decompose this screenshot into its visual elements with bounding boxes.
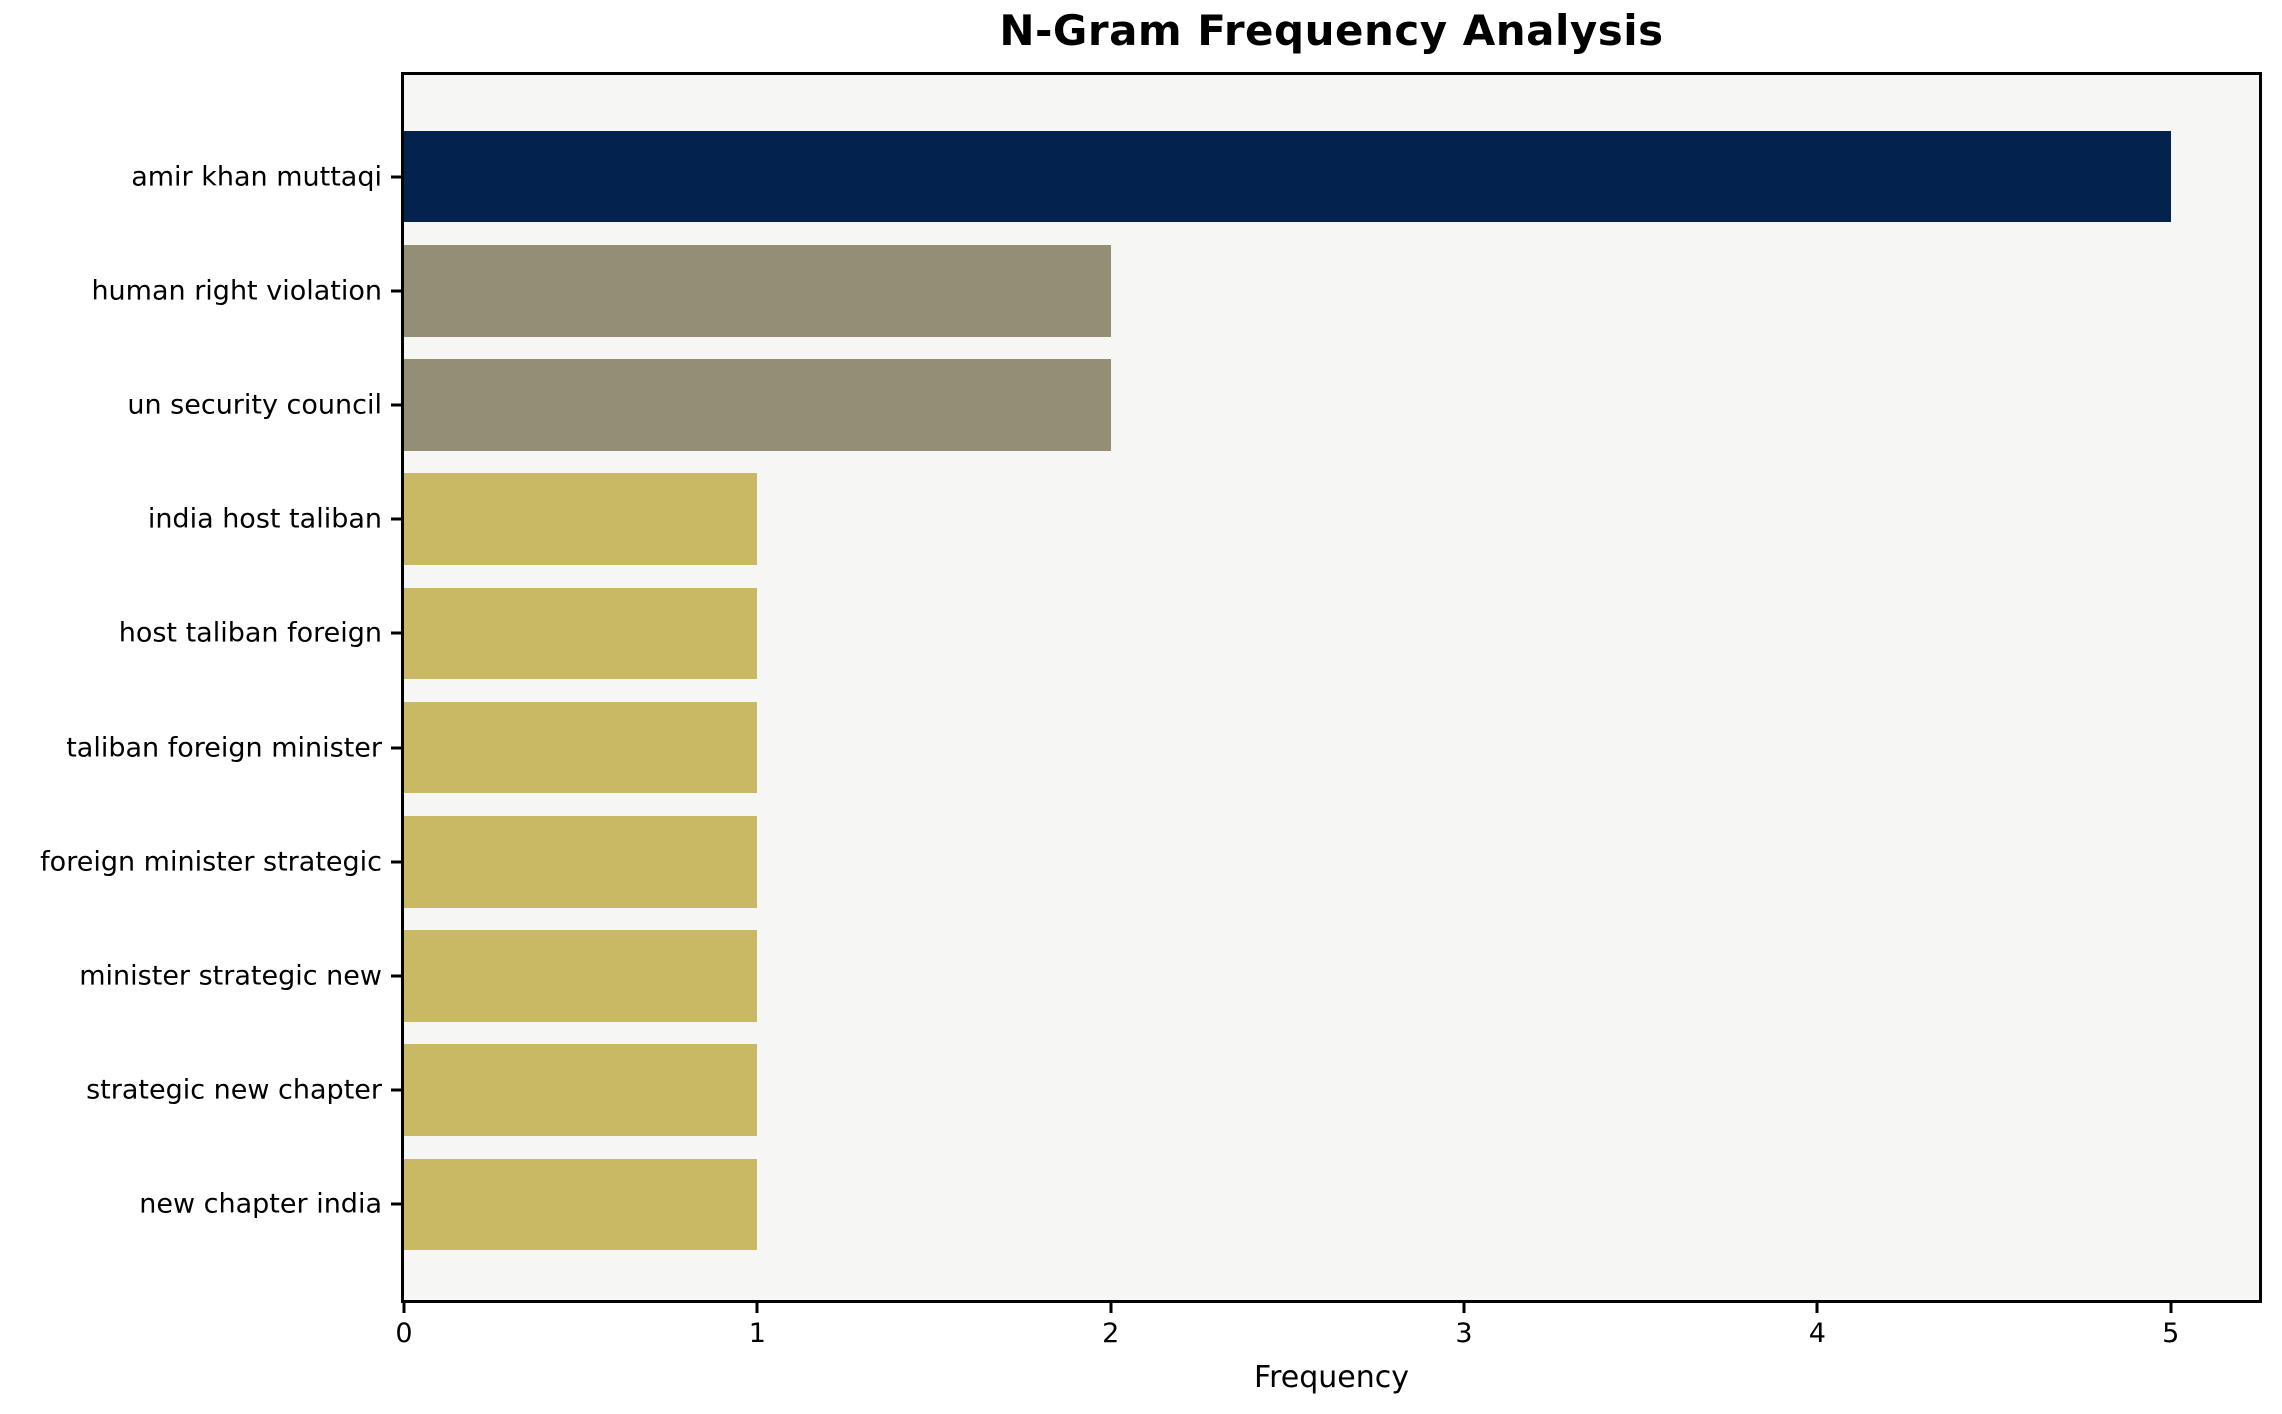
y-tick-label: human right violation: [91, 275, 382, 307]
bar-un-security-council: [404, 359, 1111, 451]
y-tick-label: un security council: [127, 389, 382, 421]
bar-human-right-violation: [404, 245, 1111, 337]
bar-row: [404, 816, 2259, 908]
y-tick-mark: [391, 517, 401, 521]
y-tick-mark: [391, 974, 401, 978]
x-tick-mark: [402, 1301, 406, 1313]
y-tick-mark: [391, 860, 401, 864]
x-axis-label: Frequency: [1254, 1360, 1409, 1395]
bar-taliban-foreign-minister: [404, 701, 758, 794]
y-tick-mark: [391, 1088, 401, 1092]
plot-area: amir khan muttaqi human right violation un…: [40, 72, 2262, 1347]
bar-row: [404, 130, 2259, 223]
bar-strategic-new-chapter: [404, 1044, 758, 1136]
bar-row: [404, 245, 2259, 337]
bar-row: [404, 930, 2259, 1022]
x-tick-label: 4: [1808, 1318, 1826, 1349]
y-tick-label: india host taliban: [147, 503, 382, 535]
x-tick-mark: [755, 1301, 759, 1313]
x-tick-mark: [1109, 1301, 1113, 1313]
y-tick-label: foreign minister strategic: [40, 846, 382, 878]
bar-minister-strategic-new: [404, 930, 758, 1022]
y-tick-label: host taliban foreign: [118, 617, 382, 649]
y-tick-label: minister strategic new: [79, 960, 382, 992]
x-tick-mark: [1815, 1301, 1819, 1313]
y-tick-mark: [391, 631, 401, 635]
bar-foreign-minister-strategic: [404, 816, 758, 908]
x-tick-label: 5: [2162, 1318, 2180, 1349]
x-tick-mark: [2169, 1301, 2173, 1313]
x-tick-label: 0: [395, 1318, 413, 1349]
y-tick-label: taliban foreign minister: [66, 732, 382, 764]
bar-amir-khan-muttaqi: [404, 130, 2171, 223]
y-tick-label: amir khan muttaqi: [131, 161, 382, 193]
bar-row: [404, 1158, 2259, 1251]
y-tick-mark: [391, 289, 401, 293]
y-tick-mark: [391, 746, 401, 750]
bar-new-chapter-india: [404, 1158, 758, 1251]
y-tick-mark: [391, 175, 401, 179]
y-tick-mark: [391, 403, 401, 407]
bar-row: [404, 1044, 2259, 1136]
chart-title: N-Gram Frequency Analysis: [999, 6, 1664, 55]
x-tick-label: 1: [748, 1318, 766, 1349]
x-tick-mark: [1462, 1301, 1466, 1313]
bar-host-taliban-foreign: [404, 587, 758, 680]
y-tick-mark: [391, 1202, 401, 1206]
x-tick-label: 3: [1455, 1318, 1473, 1349]
x-tick-label: 2: [1102, 1318, 1120, 1349]
bar-india-host-taliban: [404, 473, 758, 565]
bar-row: [404, 701, 2259, 794]
y-tick-label: new chapter india: [139, 1188, 382, 1220]
bar-row: [404, 587, 2259, 680]
y-tick-label: strategic new chapter: [86, 1074, 382, 1106]
bar-row: [404, 359, 2259, 451]
bar-row: [404, 473, 2259, 565]
